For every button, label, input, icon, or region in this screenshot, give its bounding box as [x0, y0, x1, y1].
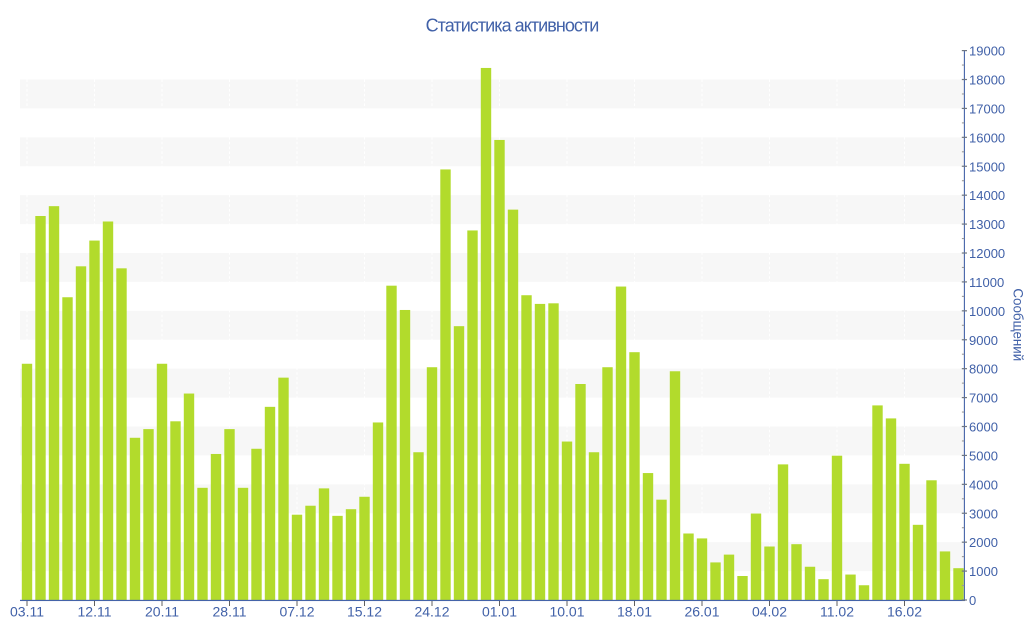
svg-text:17000: 17000 [969, 101, 1005, 116]
svg-text:4000: 4000 [969, 477, 998, 492]
svg-text:14000: 14000 [969, 188, 1005, 203]
svg-text:0: 0 [969, 593, 976, 608]
svg-text:15.12: 15.12 [347, 603, 382, 619]
svg-text:18.01: 18.01 [617, 603, 652, 619]
svg-text:Сообщений: Сообщений [1011, 288, 1024, 361]
svg-text:8000: 8000 [969, 362, 998, 377]
svg-text:3000: 3000 [969, 506, 998, 521]
svg-text:04.02: 04.02 [752, 603, 787, 619]
svg-text:19000: 19000 [969, 44, 1005, 59]
svg-text:9000: 9000 [969, 333, 998, 348]
svg-text:16.02: 16.02 [887, 603, 922, 619]
svg-text:13000: 13000 [969, 217, 1005, 232]
svg-text:12000: 12000 [969, 246, 1005, 261]
svg-text:01.01: 01.01 [482, 603, 517, 619]
svg-text:20.11: 20.11 [145, 603, 179, 619]
svg-text:03.11: 03.11 [10, 603, 44, 619]
svg-text:11000: 11000 [969, 275, 1004, 290]
svg-text:7000: 7000 [969, 391, 998, 406]
svg-text:5000: 5000 [969, 448, 998, 463]
svg-text:16000: 16000 [969, 130, 1005, 145]
svg-text:15000: 15000 [969, 159, 1005, 174]
svg-text:10.01: 10.01 [549, 603, 584, 619]
svg-text:26.01: 26.01 [684, 603, 719, 619]
svg-text:18000: 18000 [969, 73, 1005, 88]
svg-text:24.12: 24.12 [414, 603, 449, 619]
svg-text:28.11: 28.11 [213, 603, 247, 619]
svg-text:11.02: 11.02 [820, 603, 854, 619]
svg-text:12.11: 12.11 [78, 603, 112, 619]
svg-text:07.12: 07.12 [279, 603, 314, 619]
svg-text:2000: 2000 [969, 535, 998, 550]
svg-text:1000: 1000 [969, 564, 998, 579]
svg-text:10000: 10000 [969, 304, 1005, 319]
svg-text:6000: 6000 [969, 420, 998, 435]
svg-text:Статистика активности: Статистика активности [426, 15, 599, 35]
